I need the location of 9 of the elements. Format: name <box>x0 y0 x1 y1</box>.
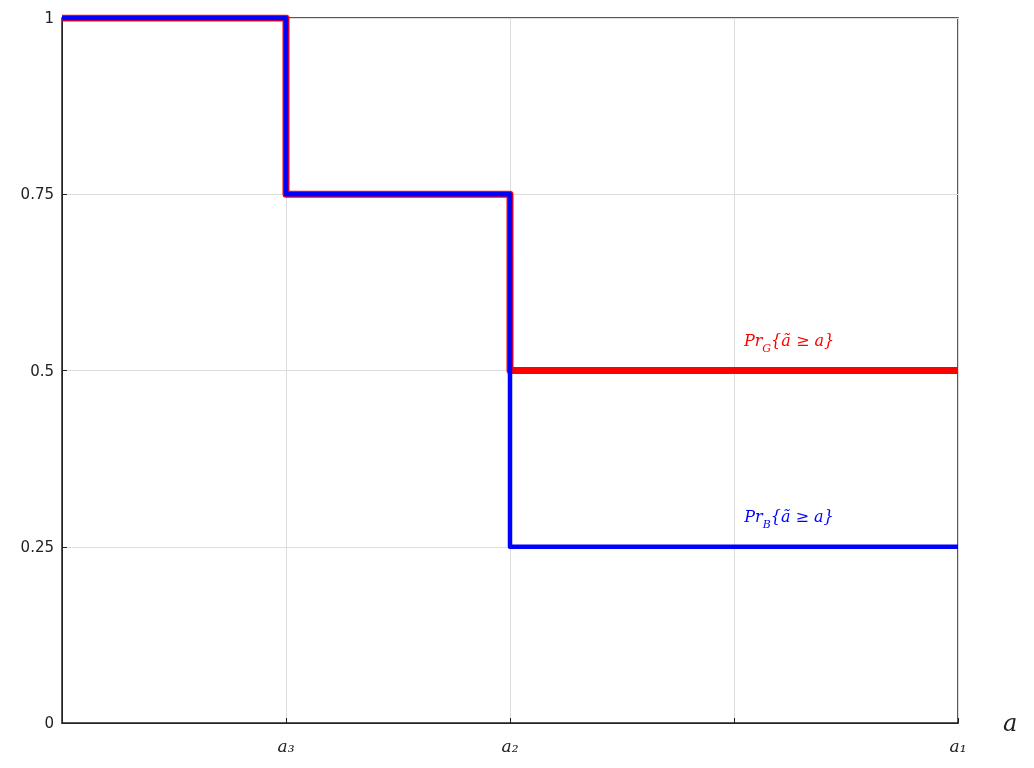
x-tick-label: a₃ <box>277 735 295 756</box>
y-tick-label: 0.75 <box>20 185 54 204</box>
y-tick-label: 0.25 <box>20 537 54 556</box>
y-tick-label: 0 <box>44 714 54 732</box>
y-tick-label: 1 <box>44 9 54 27</box>
x-tick-label: a₁ <box>949 735 967 756</box>
y-tick-label: 0.5 <box>30 361 54 380</box>
x-axis-title: a <box>1003 709 1018 737</box>
x-tick-label: a₂ <box>501 735 519 756</box>
